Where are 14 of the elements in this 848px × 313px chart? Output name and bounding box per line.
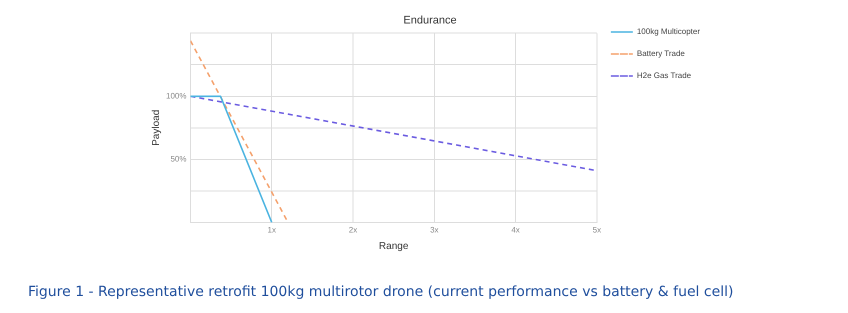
legend-label: 100kg Multicopter: [636, 27, 700, 36]
legend-label: H2e Gas Trade: [636, 71, 692, 80]
x-tick-label: 4x: [511, 225, 520, 234]
y-axis-title: Payload: [150, 110, 162, 146]
x-axis-title: Range: [378, 240, 409, 252]
y-tick-label: 50%: [170, 154, 186, 164]
x-tick-label: 3x: [430, 225, 439, 234]
legend-label: Battery Trade: [636, 49, 686, 58]
caption: Figure 1 - Representative retrofit 100kg multirotor drone (current performance vs battery & fuel cell): [28, 284, 734, 300]
x-tick-label: 1x: [268, 225, 276, 234]
chart-title: Endurance: [403, 14, 457, 27]
y-tick-label: 100%: [166, 91, 186, 100]
x-tick-label: 2x: [348, 225, 358, 234]
x-tick-label: 5x: [592, 225, 602, 234]
